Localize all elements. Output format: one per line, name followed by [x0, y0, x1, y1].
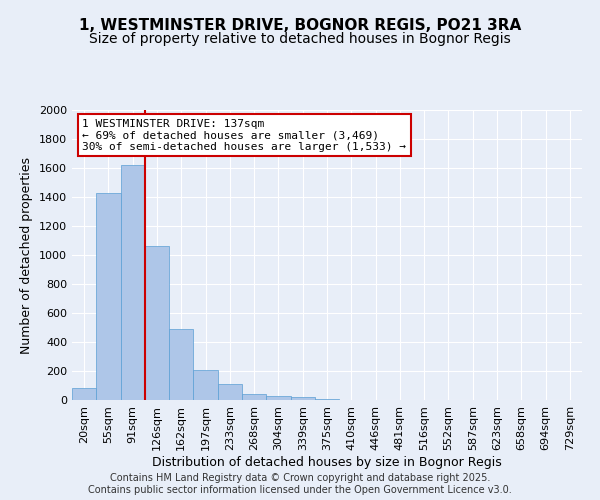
Text: 1, WESTMINSTER DRIVE, BOGNOR REGIS, PO21 3RA: 1, WESTMINSTER DRIVE, BOGNOR REGIS, PO21… [79, 18, 521, 32]
Bar [145, 246, 169, 400]
Bar [242, 394, 266, 400]
Bar [72, 388, 96, 400]
Bar [315, 398, 339, 400]
Bar [169, 329, 193, 400]
Bar [266, 396, 290, 400]
Bar [218, 384, 242, 400]
Bar [121, 165, 145, 400]
Text: Size of property relative to detached houses in Bognor Regis: Size of property relative to detached ho… [89, 32, 511, 46]
Text: Contains HM Land Registry data © Crown copyright and database right 2025.
Contai: Contains HM Land Registry data © Crown c… [88, 474, 512, 495]
X-axis label: Distribution of detached houses by size in Bognor Regis: Distribution of detached houses by size … [152, 456, 502, 468]
Bar [290, 398, 315, 400]
Text: 1 WESTMINSTER DRIVE: 137sqm
← 69% of detached houses are smaller (3,469)
30% of : 1 WESTMINSTER DRIVE: 137sqm ← 69% of det… [82, 118, 406, 152]
Y-axis label: Number of detached properties: Number of detached properties [20, 156, 34, 354]
Bar [193, 370, 218, 400]
Bar [96, 194, 121, 400]
